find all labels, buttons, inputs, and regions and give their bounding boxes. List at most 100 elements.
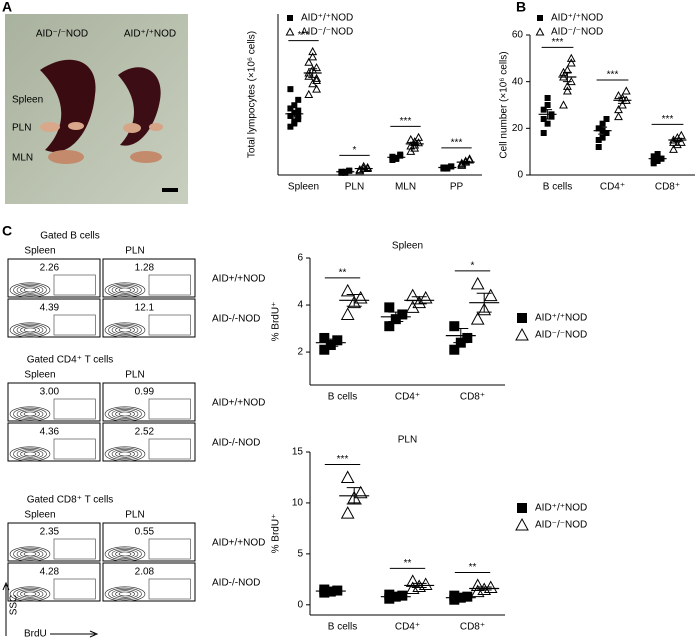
flow-contour bbox=[108, 323, 142, 337]
flow-contour bbox=[111, 589, 139, 599]
axis-arrow bbox=[2, 581, 10, 636]
flow-contour bbox=[16, 589, 44, 599]
flow-row-label: AID-/-NOD bbox=[212, 578, 260, 589]
flow-gate bbox=[148, 398, 191, 420]
y-axis-label: % BrdU⁺ bbox=[271, 514, 282, 554]
data-point bbox=[599, 134, 606, 141]
error-bar bbox=[388, 595, 404, 599]
panel-label: C bbox=[2, 223, 12, 239]
flow-contour bbox=[20, 410, 40, 418]
flow-contour bbox=[111, 325, 139, 335]
flow-contour bbox=[108, 283, 142, 297]
data-point bbox=[412, 295, 427, 309]
legend-label: AID⁻/⁻NOD bbox=[535, 520, 587, 531]
data-point bbox=[397, 151, 404, 158]
flow-value: 4.39 bbox=[40, 303, 60, 314]
data-point bbox=[405, 574, 420, 587]
data-point bbox=[461, 156, 471, 165]
significance-label: *** bbox=[400, 116, 412, 127]
flow-column-label: Spleen bbox=[24, 370, 55, 381]
data-point bbox=[319, 344, 330, 355]
data-point bbox=[617, 100, 627, 109]
x-tick-label: CD8⁺ bbox=[655, 182, 680, 193]
data-point bbox=[477, 302, 492, 316]
data-point bbox=[562, 86, 572, 95]
x-tick-label: MLN bbox=[395, 182, 416, 193]
flow-row-label: AID-/-NOD bbox=[212, 438, 260, 449]
error-bar bbox=[617, 96, 627, 104]
significance-label: *** bbox=[662, 114, 674, 125]
y-tick-label: 10 bbox=[292, 498, 304, 509]
data-point bbox=[669, 144, 678, 153]
x-tick-label: PLN bbox=[345, 182, 364, 193]
data-point bbox=[340, 470, 355, 483]
data-point bbox=[347, 295, 362, 309]
data-point bbox=[614, 105, 623, 114]
flow-contour bbox=[115, 410, 135, 418]
flow-contour bbox=[104, 546, 146, 562]
photo-row-label: Spleen bbox=[12, 95, 43, 106]
error-bar bbox=[323, 338, 339, 347]
data-point bbox=[353, 290, 368, 304]
significance-label: *** bbox=[607, 70, 619, 81]
error-bar bbox=[562, 71, 572, 83]
error-bar bbox=[476, 292, 492, 313]
data-point bbox=[295, 96, 302, 103]
data-point bbox=[304, 71, 314, 80]
flow-contour bbox=[115, 326, 135, 334]
data-point bbox=[449, 321, 460, 332]
flow-column-label: PLN bbox=[125, 370, 144, 381]
error-bar bbox=[442, 166, 452, 169]
data-point bbox=[544, 102, 551, 108]
flow-contour bbox=[118, 451, 132, 457]
x-tick-label: CD4⁺ bbox=[395, 622, 420, 633]
data-point bbox=[319, 332, 330, 343]
data-point bbox=[537, 15, 543, 21]
flow-contour bbox=[23, 327, 37, 333]
data-point bbox=[319, 584, 330, 595]
error-bar bbox=[453, 328, 469, 344]
flow-contour bbox=[20, 550, 40, 558]
flow-contour bbox=[13, 407, 47, 421]
data-point bbox=[535, 27, 545, 36]
data-point bbox=[295, 112, 302, 119]
flow-contour bbox=[108, 587, 142, 601]
data-point bbox=[393, 155, 400, 162]
x-tick-label: B cells bbox=[328, 622, 357, 633]
flow-contour bbox=[104, 406, 146, 422]
data-point bbox=[562, 81, 572, 90]
flow-contour bbox=[23, 591, 37, 597]
flow-contour bbox=[9, 322, 51, 338]
flow-column-label: PLN bbox=[125, 510, 144, 521]
flow-contour bbox=[9, 546, 51, 562]
data-point bbox=[287, 86, 294, 93]
error-bar bbox=[388, 311, 404, 322]
data-point bbox=[405, 581, 420, 595]
flow-row-label: AID+/+NOD bbox=[212, 274, 265, 285]
data-point bbox=[650, 158, 657, 164]
data-point bbox=[614, 112, 623, 121]
flow-contour bbox=[16, 409, 44, 419]
flow-contour bbox=[111, 409, 139, 419]
data-point bbox=[308, 52, 318, 61]
error-bar bbox=[323, 589, 339, 593]
flow-contour bbox=[104, 586, 146, 602]
y-tick-label: 5 bbox=[297, 549, 303, 560]
data-point bbox=[340, 506, 355, 519]
photo: AID⁻/⁻NOD AID⁺/⁺NOD Spleen PLN MLN bbox=[5, 14, 188, 204]
flow-contour bbox=[13, 447, 47, 461]
y-tick-label: 0 bbox=[297, 599, 303, 610]
flow-contour bbox=[104, 446, 146, 462]
significance-label: * bbox=[471, 261, 475, 272]
data-point bbox=[676, 130, 686, 139]
data-point bbox=[340, 307, 355, 320]
x-tick-label: PP bbox=[450, 182, 464, 193]
flow-contour bbox=[16, 449, 44, 459]
flow-value: 2.35 bbox=[40, 527, 60, 538]
error-bar bbox=[346, 487, 362, 505]
data-point bbox=[654, 151, 661, 157]
data-point bbox=[342, 169, 349, 176]
flow-value: 4.36 bbox=[40, 427, 60, 438]
flow-gate bbox=[53, 438, 96, 460]
flow-value: 4.28 bbox=[40, 567, 60, 578]
